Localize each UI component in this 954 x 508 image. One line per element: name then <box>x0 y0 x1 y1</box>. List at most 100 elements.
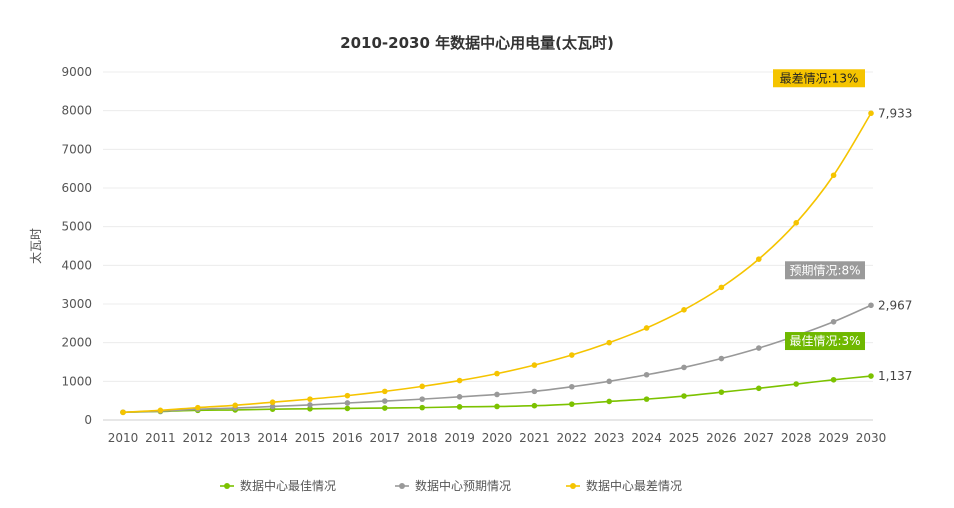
x-tick-label: 2023 <box>594 431 625 445</box>
series-group <box>120 110 874 416</box>
data-point <box>344 405 351 412</box>
legend-item[interactable]: 数据中心最差情况 <box>566 478 682 493</box>
data-point <box>681 307 687 313</box>
legend-label: 数据中心最佳情况 <box>240 478 336 493</box>
data-point <box>419 404 426 411</box>
x-tick-label: 2024 <box>631 431 662 445</box>
callout-box <box>785 261 865 280</box>
legend-item[interactable]: 数据中心最佳情况 <box>220 478 336 493</box>
data-point <box>232 402 238 409</box>
callout-label: 最佳情况:3% <box>789 334 860 348</box>
data-point <box>494 391 500 398</box>
x-tick-label: 2018 <box>407 431 438 445</box>
legend-swatch-marker <box>570 483 576 489</box>
x-axis-ticks: 2010 2011 2012 2013 2014 2015 2016 2017 2018 2019… <box>108 431 887 445</box>
y-tick-label: 0 <box>84 413 92 427</box>
data-point <box>643 396 650 402</box>
data-point <box>868 373 874 379</box>
data-point <box>269 403 276 410</box>
callout-box <box>785 332 865 351</box>
y-tick-label: 3000 <box>61 297 92 311</box>
data-point <box>531 362 538 368</box>
x-tick-label: 2016 <box>332 431 363 445</box>
data-point <box>830 172 837 179</box>
x-tick-label: 2019 <box>444 431 475 445</box>
data-point <box>344 400 351 406</box>
data-point <box>868 110 874 117</box>
legend-swatch-marker <box>399 483 405 489</box>
data-point <box>643 371 650 378</box>
data-point <box>681 364 687 371</box>
x-tick-label: 2015 <box>295 431 326 445</box>
scenario-callout: 最佳情况:3% <box>785 332 865 351</box>
data-point <box>868 302 874 309</box>
scenario-callout: 预期情况:8% <box>785 261 865 280</box>
data-point <box>307 402 313 408</box>
data-point <box>195 404 201 411</box>
x-tick-label: 2020 <box>482 431 513 445</box>
legend: 数据中心最佳情况 数据中心预期情况 数据中心最差情况 <box>220 478 682 493</box>
x-tick-label: 2029 <box>818 431 849 445</box>
data-point <box>382 398 388 404</box>
data-point <box>307 405 313 412</box>
data-point <box>718 355 725 362</box>
x-tick-label: 2027 <box>744 431 775 445</box>
data-point <box>344 392 351 399</box>
data-point <box>569 352 575 358</box>
x-tick-label: 2011 <box>145 431 176 445</box>
x-tick-label: 2017 <box>370 431 401 445</box>
legend-swatch-marker <box>224 483 230 489</box>
x-tick-label: 2021 <box>519 431 550 445</box>
data-point <box>456 377 463 384</box>
data-point <box>569 401 575 407</box>
x-tick-label: 2025 <box>669 431 700 445</box>
data-point <box>606 339 612 346</box>
data-point <box>419 396 426 402</box>
data-point <box>157 407 164 414</box>
data-point <box>382 405 388 411</box>
y-tick-label: 8000 <box>61 104 92 118</box>
data-point <box>307 396 313 402</box>
x-tick-label: 2013 <box>220 431 251 445</box>
x-tick-label: 2012 <box>183 431 214 445</box>
data-point <box>718 284 725 291</box>
y-tick-label: 5000 <box>61 220 92 234</box>
data-point <box>606 398 612 405</box>
end-labels: 1,137 2,967 7,933 <box>878 106 912 383</box>
end-value-label: 7,933 <box>878 106 912 120</box>
y-tick-label: 7000 <box>61 142 92 156</box>
data-point <box>830 376 837 383</box>
y-tick-label: 4000 <box>61 258 92 272</box>
data-point <box>494 403 500 410</box>
scenario-callouts: 最佳情况:3% 预期情况:8% 最差情况:13% <box>773 69 865 351</box>
x-tick-label: 2028 <box>781 431 812 445</box>
callout-label: 预期情况:8% <box>789 263 860 277</box>
end-value-label: 2,967 <box>878 298 912 312</box>
x-tick-label: 2022 <box>557 431 588 445</box>
x-tick-label: 2014 <box>257 431 288 445</box>
y-axis-ticks: 0 1000 2000 3000 4000 5000 6000 7000 8000 9000 <box>61 65 92 427</box>
x-tick-label: 2026 <box>706 431 737 445</box>
callout-box <box>773 69 865 88</box>
data-point <box>830 318 837 325</box>
series-group <box>120 302 874 416</box>
scenario-callout: 最差情况:13% <box>773 69 865 88</box>
end-value-label: 1,137 <box>878 369 912 383</box>
callout-label: 最差情况:13% <box>780 71 859 85</box>
data-point <box>793 381 799 387</box>
data-point <box>681 393 687 399</box>
y-tick-label: 6000 <box>61 181 92 195</box>
legend-item[interactable]: 数据中心预期情况 <box>395 478 511 493</box>
y-axis-label: 太瓦时 <box>28 228 43 264</box>
data-point <box>494 370 500 377</box>
data-point <box>793 220 799 226</box>
data-point <box>756 345 762 351</box>
data-point <box>456 404 463 410</box>
data-point <box>643 325 650 331</box>
data-point <box>531 388 538 395</box>
data-point <box>456 394 463 400</box>
data-point <box>419 383 426 390</box>
y-tick-label: 1000 <box>61 374 92 388</box>
legend-label: 数据中心预期情况 <box>415 478 511 493</box>
